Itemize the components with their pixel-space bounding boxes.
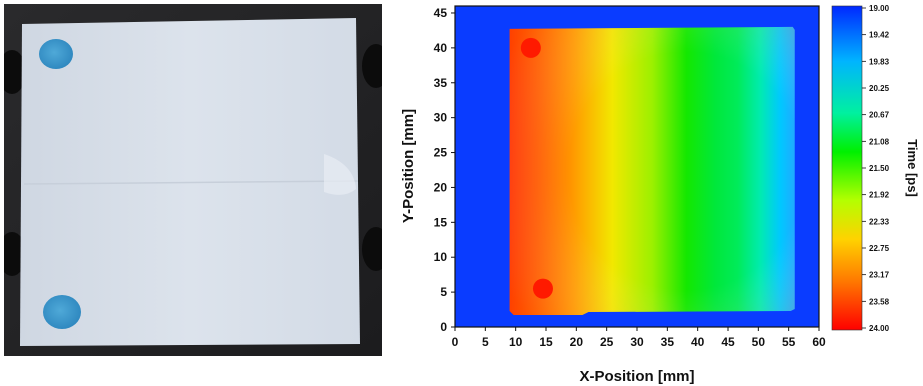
x-tick-label: 60: [812, 335, 826, 349]
x-tick-label: 25: [600, 335, 614, 349]
mount-clip: [362, 44, 382, 88]
y-tick-label: 20: [434, 180, 448, 194]
x-tick-label: 10: [509, 335, 523, 349]
x-tick-label: 40: [691, 335, 705, 349]
y-axis: 0 5 10 15 20 25 30 35 40 45: [434, 6, 455, 334]
reflection: [324, 154, 356, 195]
x-tick-label: 50: [752, 335, 766, 349]
hot-spots: [520, 37, 553, 299]
y-tick-label: 25: [434, 146, 448, 160]
colorbar: [831, 5, 863, 331]
x-tick-label: 15: [539, 335, 553, 349]
colorbar-tick-label: 21.92: [869, 191, 890, 200]
colorbar-tick-label: 23.17: [869, 271, 890, 280]
colorbar-tick-label: 19.42: [869, 31, 890, 40]
colorbar-tick-label: 20.67: [869, 111, 890, 120]
slab-seam: [23, 180, 359, 185]
y-tick-label: 45: [434, 6, 448, 20]
colorbar-label: Time [ps]: [905, 139, 920, 197]
mount-clip: [362, 227, 382, 271]
sample-photo: [4, 4, 382, 356]
y-tick-label: 10: [434, 250, 448, 264]
colorbar-tick-label: 23.58: [869, 297, 890, 306]
x-tick-label: 45: [721, 335, 735, 349]
colorbar-tick-label: 19.00: [869, 4, 890, 13]
mount-clip: [4, 232, 26, 276]
colorbar-tick-label: 22.33: [869, 217, 890, 226]
sample-shading: [509, 26, 795, 316]
x-tick-label: 55: [782, 335, 796, 349]
blue-spot: [39, 39, 73, 69]
colorbar-tick-label: 21.50: [869, 164, 890, 173]
y-tick-label: 35: [434, 76, 448, 90]
colorbar-ticks: 19.00 19.42 19.83 20.25 20.67 21.08 21.50 21.92…: [862, 4, 890, 333]
y-tick-label: 30: [434, 111, 448, 125]
colorbar-tick-label: 24.00: [869, 324, 890, 333]
colorbar-tick-label: 21.08: [869, 137, 890, 146]
x-tick-label: 0: [452, 335, 459, 349]
colorbar-tick-label: 22.75: [869, 244, 890, 253]
x-tick-label: 20: [570, 335, 584, 349]
hot-spot: [532, 278, 553, 299]
heatmap-chart: 0 5 10 15 20 25 30 35 40 45 50 55 60 0 5 10 15 20 25 30 35 4…: [400, 4, 920, 385]
x-axis-label: X-Position [mm]: [580, 368, 695, 385]
mount-clip: [4, 50, 26, 94]
hot-spot: [520, 37, 541, 58]
x-tick-label: 30: [630, 335, 644, 349]
colorbar-tick-label: 20.25: [869, 84, 890, 93]
colorbar-tick-label: 19.83: [869, 57, 890, 66]
x-tick-label: 35: [661, 335, 675, 349]
x-axis: 0 5 10 15 20 25 30 35 40 45 50 55 60: [452, 327, 826, 349]
y-tick-label: 5: [440, 285, 447, 299]
y-tick-label: 40: [434, 41, 448, 55]
y-tick-label: 0: [440, 320, 447, 334]
y-tick-label: 15: [434, 215, 448, 229]
x-tick-label: 5: [482, 335, 489, 349]
blue-spot: [43, 295, 81, 329]
y-axis-label: Y-Position [mm]: [400, 109, 417, 223]
